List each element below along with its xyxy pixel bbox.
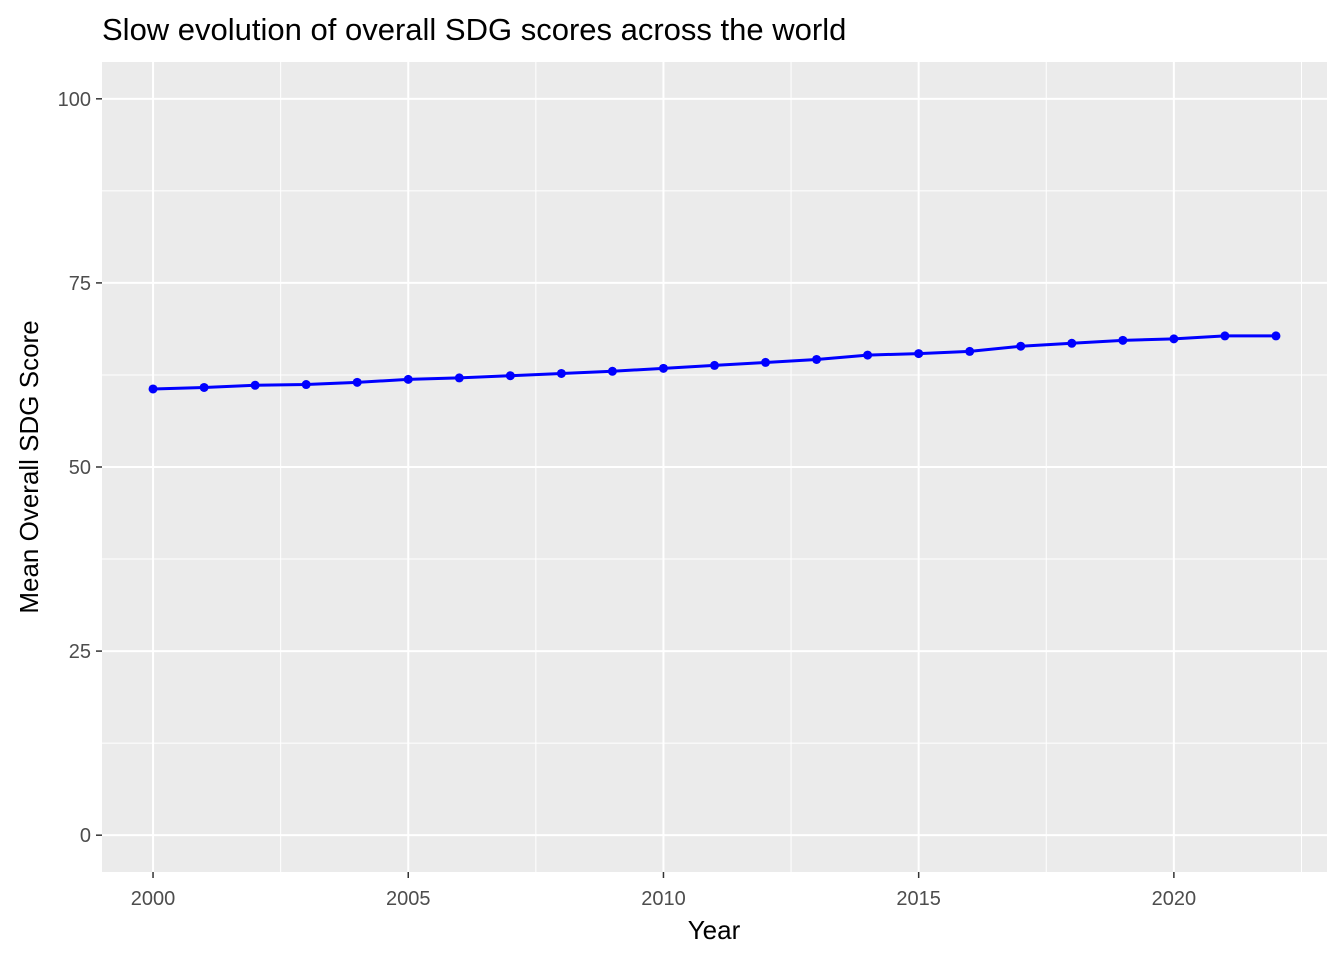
data-point <box>403 374 413 384</box>
data-point <box>301 380 311 390</box>
data-point <box>710 360 719 370</box>
data-point <box>812 354 822 364</box>
data-point <box>250 380 260 390</box>
y-tick-label: 50 <box>69 457 91 479</box>
y-tick-label: 75 <box>69 273 91 295</box>
x-tick-label: 2010 <box>641 888 686 910</box>
y-axis-title: Mean Overall SDG Score <box>14 320 44 613</box>
data-point <box>199 382 209 392</box>
data-point <box>148 384 158 394</box>
x-tick-label: 2020 <box>1152 888 1197 910</box>
data-point <box>556 368 566 378</box>
data-point <box>761 357 771 367</box>
y-axis: 0 25 50 75 100 <box>58 89 102 847</box>
y-tick-label: 25 <box>69 641 91 663</box>
x-tick-label: 2005 <box>386 888 431 910</box>
data-point <box>863 350 873 360</box>
data-point <box>914 349 924 359</box>
data-point <box>1169 334 1179 344</box>
x-tick-label: 2000 <box>131 888 176 910</box>
x-tick-label: 2015 <box>896 888 941 910</box>
x-axis-title: Year <box>688 915 741 945</box>
data-point <box>454 373 464 383</box>
x-axis: 2000 2005 2010 2015 2020 <box>131 872 1196 910</box>
data-point <box>658 363 668 373</box>
data-point <box>965 346 975 356</box>
data-point <box>1016 341 1026 351</box>
data-point <box>505 371 515 381</box>
data-point <box>352 377 362 387</box>
series-layer <box>148 331 1281 394</box>
y-tick-label: 100 <box>58 89 91 111</box>
data-point <box>607 366 617 376</box>
data-point <box>1271 331 1281 341</box>
data-point <box>1118 335 1128 345</box>
data-point <box>1220 331 1230 341</box>
y-tick-label: 0 <box>80 825 91 847</box>
chart-title: Slow evolution of overall SDG scores acr… <box>102 12 846 47</box>
major-grid <box>102 62 1327 872</box>
data-point <box>1067 338 1077 348</box>
